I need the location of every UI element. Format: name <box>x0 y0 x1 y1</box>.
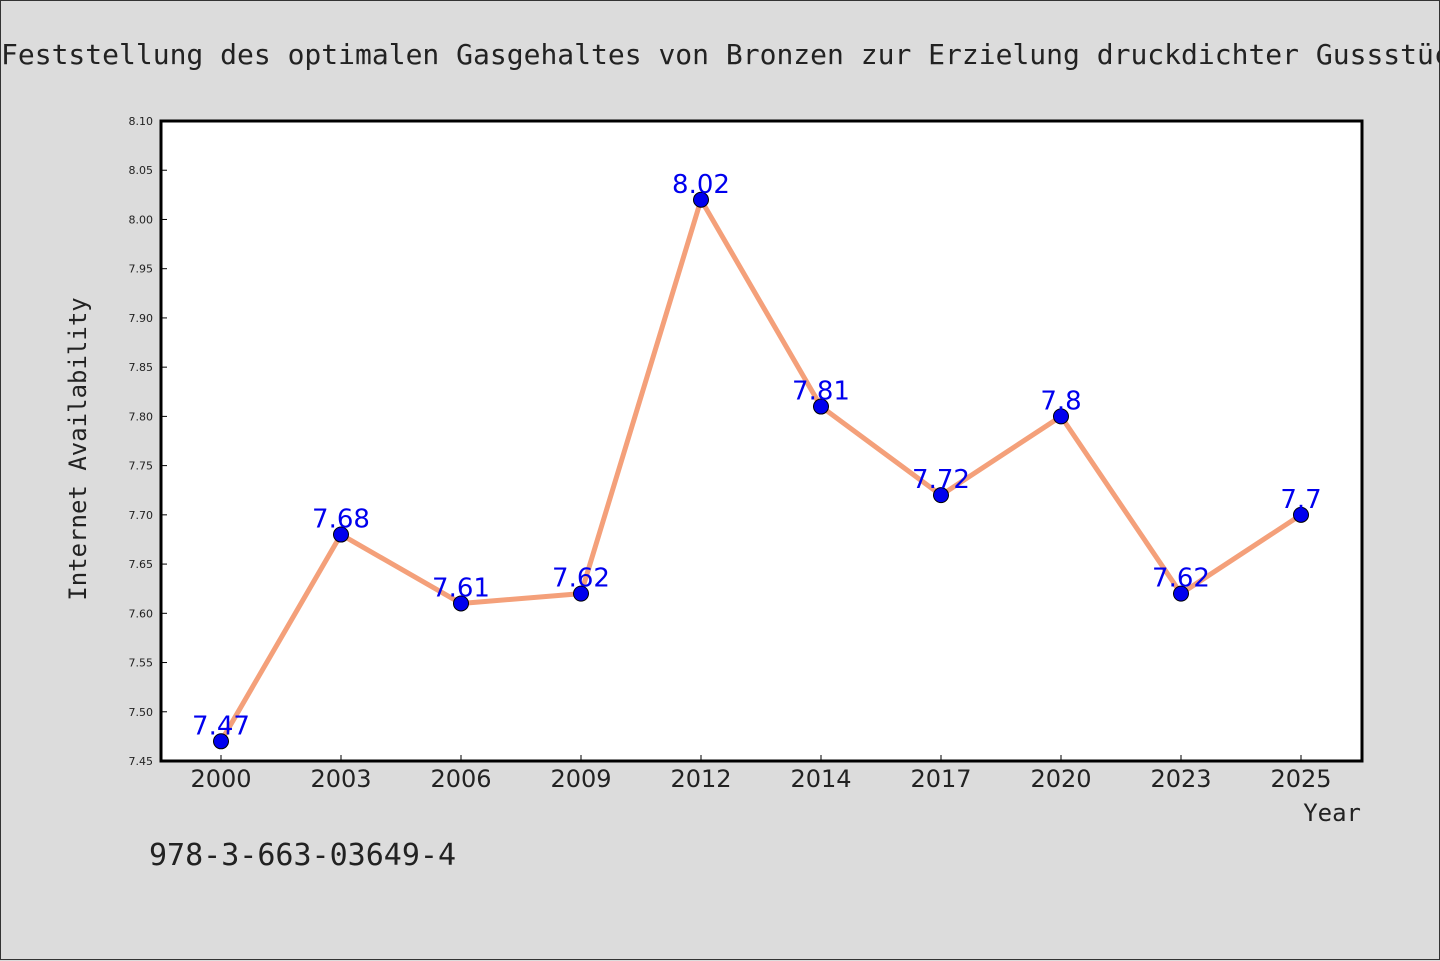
y-tick-label: 7.65 <box>129 558 154 571</box>
data-label: 7.72 <box>912 465 970 495</box>
plot-area <box>159 119 1364 763</box>
data-point <box>1293 506 1309 523</box>
isbn-text: 978-3-663-03649-4 <box>149 838 456 873</box>
data-point <box>453 595 469 612</box>
chart-title: Feststellung des optimalen Gasgehaltes v… <box>1 38 1440 71</box>
series-line <box>218 197 1303 743</box>
y-tick-label: 7.95 <box>129 263 154 276</box>
y-tick-label: 7.90 <box>129 312 154 325</box>
x-tick-label: 2006 <box>430 765 491 793</box>
y-tick-label: 7.70 <box>129 509 154 522</box>
y-tick-label: 7.85 <box>129 361 154 374</box>
data-point <box>333 526 349 543</box>
data-label: 7.7 <box>1280 485 1321 515</box>
data-point <box>813 398 829 415</box>
data-point <box>933 487 949 504</box>
data-label: 7.8 <box>1040 386 1081 416</box>
data-labels-group: 7.47 7.68 7.61 7.62 8.02 7.81 7.72 7.8 7.62 7.7 <box>192 170 1322 742</box>
x-tick-label: 2020 <box>1030 765 1091 793</box>
y-tick-label: 7.80 <box>129 410 154 423</box>
x-tick-label: 2012 <box>670 765 731 793</box>
data-label: 7.68 <box>312 505 370 535</box>
data-point <box>1173 585 1189 602</box>
x-tick-label: 2000 <box>190 765 251 793</box>
data-point <box>1053 408 1069 425</box>
data-label: 7.47 <box>192 711 250 741</box>
x-axis: 2000 2003 2006 2009 2012 2014 2017 2020 2023 2025 <box>190 755 1332 793</box>
series-line-group <box>218 197 1303 743</box>
series-points-group <box>213 191 1309 750</box>
data-point <box>573 585 589 602</box>
y-tick-label: 7.55 <box>129 657 154 670</box>
y-tick-label: 7.45 <box>129 755 154 768</box>
x-tick-label: 2014 <box>790 765 851 793</box>
x-axis-label: Year <box>1303 799 1361 827</box>
y-tick-label: 7.50 <box>129 706 154 719</box>
data-point <box>213 733 229 750</box>
y-tick-label: 8.05 <box>129 164 154 177</box>
y-tick-label: 8.10 <box>129 115 154 128</box>
x-tick-label: 2017 <box>910 765 971 793</box>
y-axis-label: Internet Availability <box>64 297 92 600</box>
x-tick-label: 2003 <box>310 765 371 793</box>
y-axis: 7.45 7.50 7.55 7.60 7.65 7.70 7.75 7.80 7.85 7.90… <box>129 115 167 768</box>
data-label: 7.62 <box>552 564 610 594</box>
data-label: 7.61 <box>432 573 490 603</box>
data-label: 7.81 <box>792 377 850 407</box>
y-tick-label: 7.60 <box>129 607 154 620</box>
data-point <box>693 191 709 208</box>
y-tick-label: 7.75 <box>129 460 154 473</box>
data-label: 7.62 <box>1152 564 1210 594</box>
x-tick-label: 2009 <box>550 765 611 793</box>
y-tick-label: 8.00 <box>129 213 154 226</box>
x-tick-label: 2023 <box>1150 765 1211 793</box>
data-label: 8.02 <box>672 170 730 200</box>
x-tick-label: 2025 <box>1270 765 1331 793</box>
